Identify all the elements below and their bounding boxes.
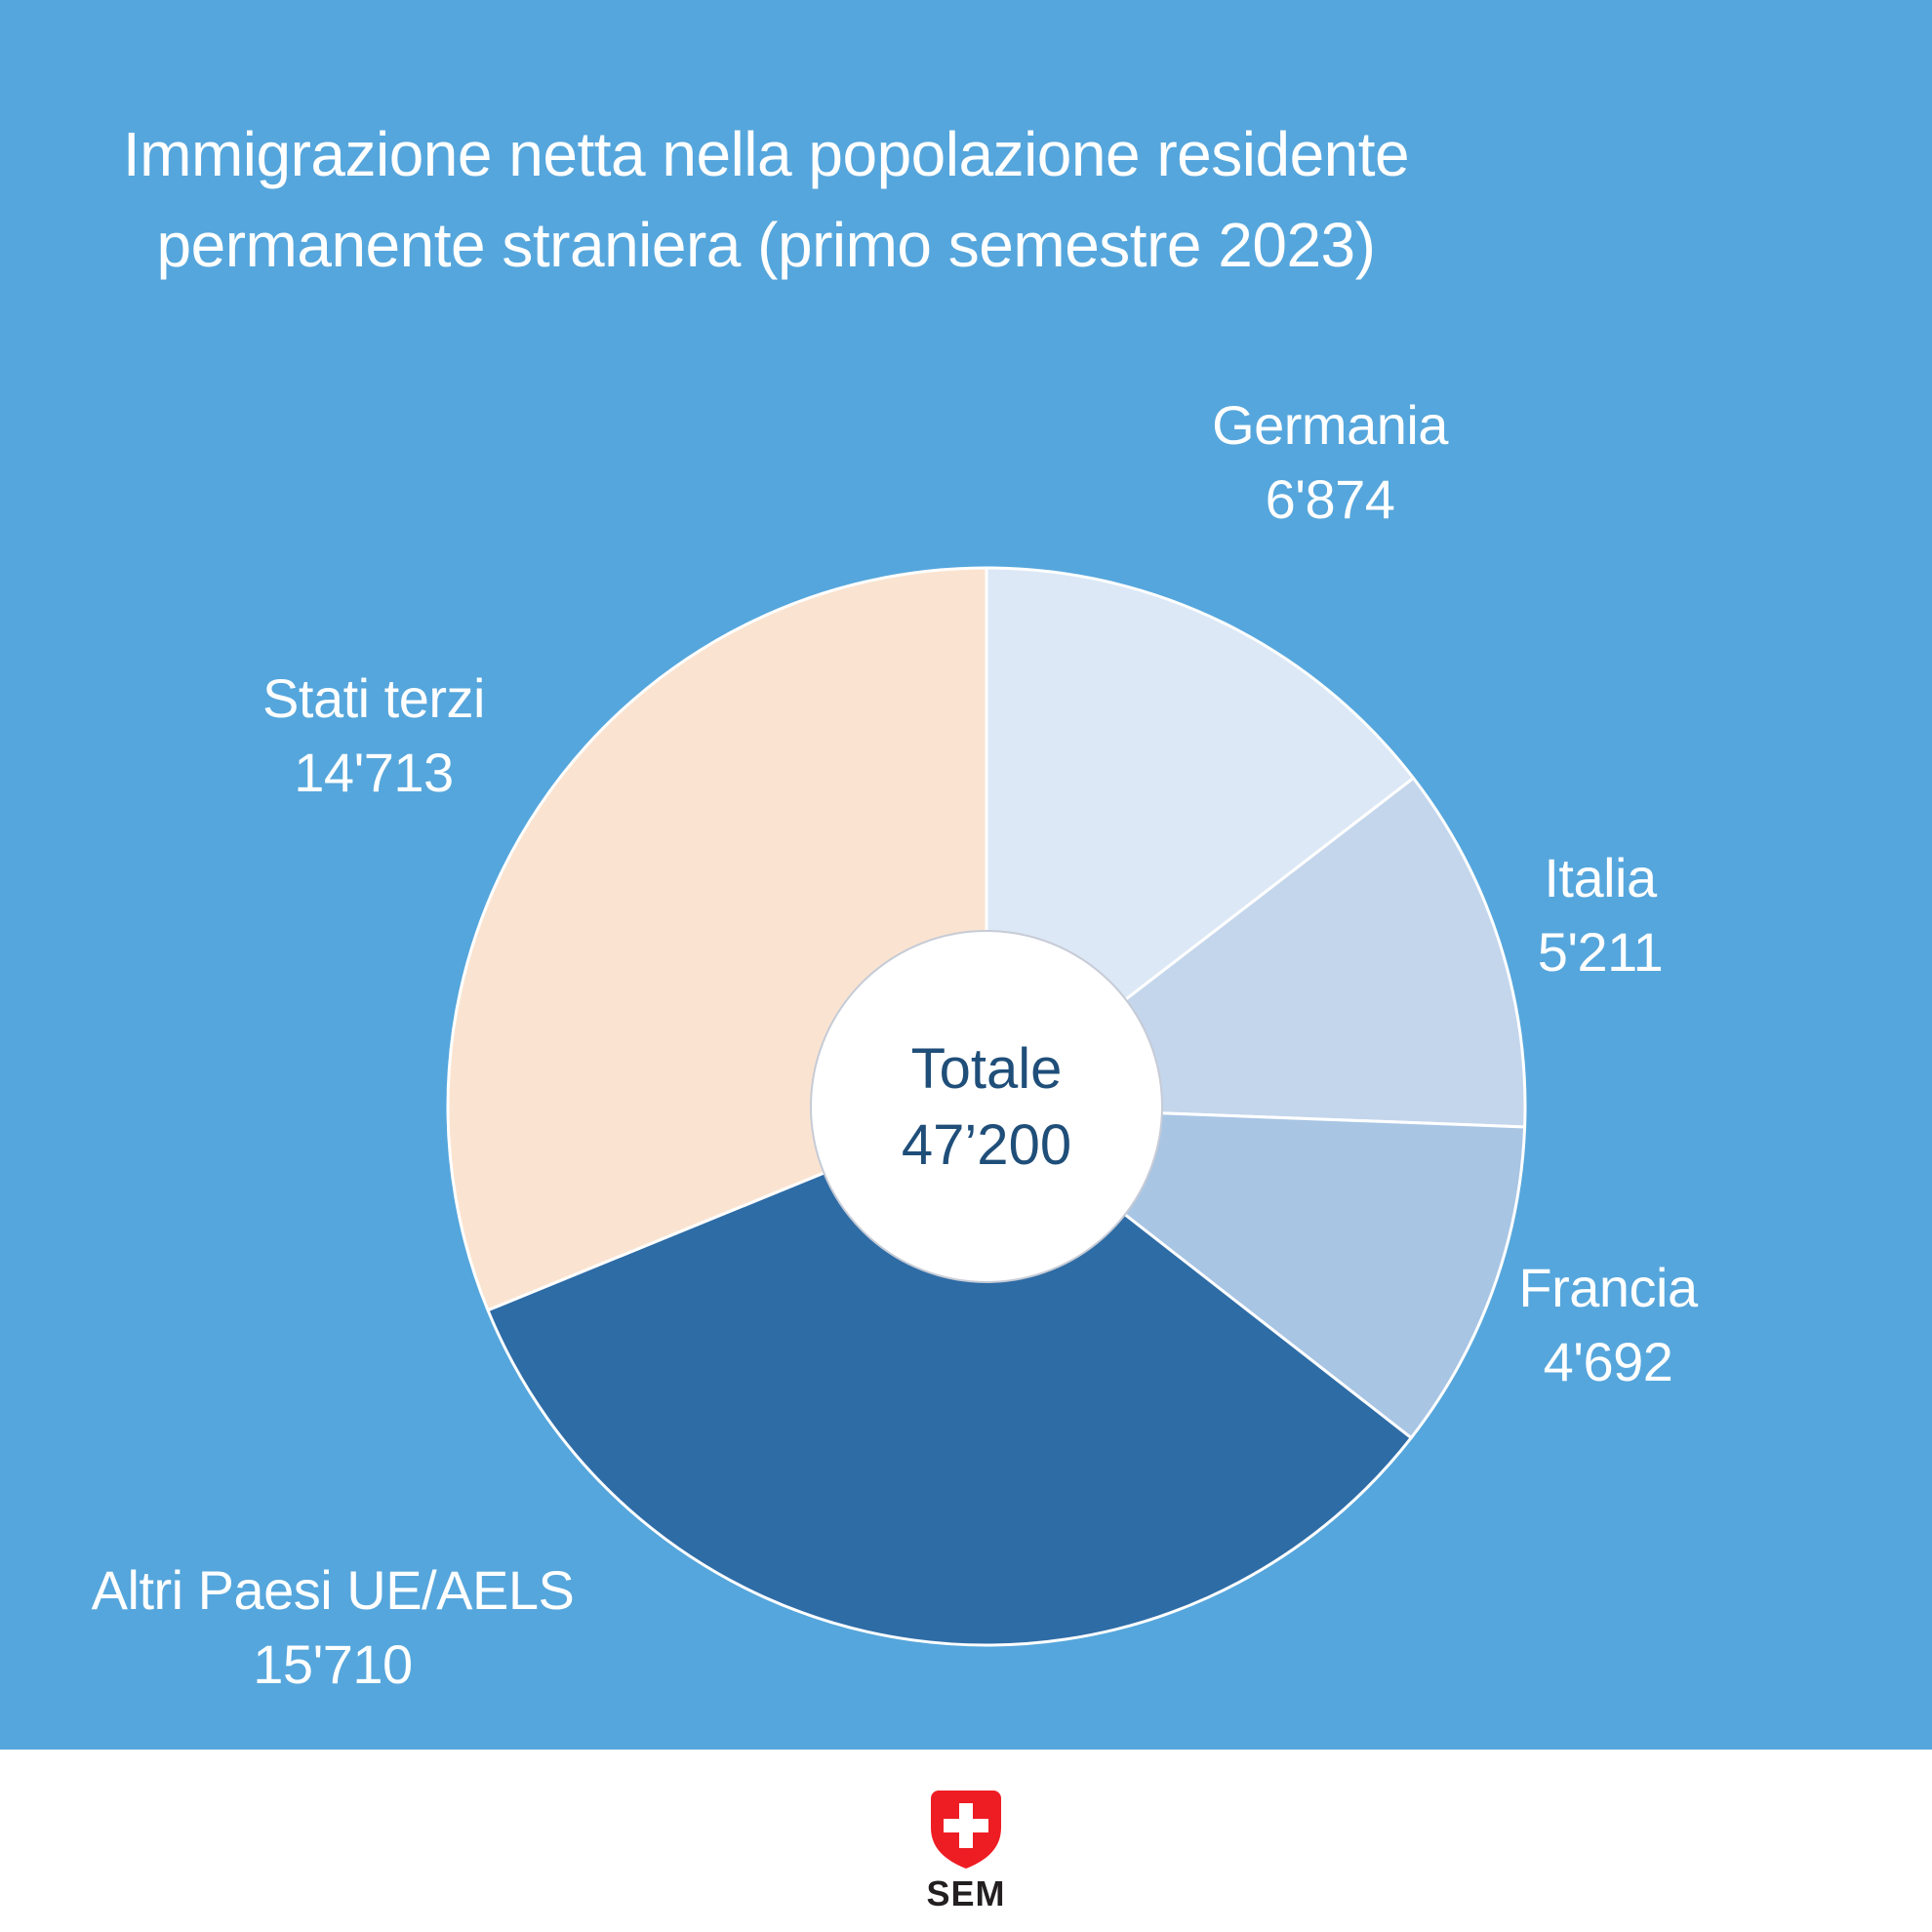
donut-hole [810, 930, 1163, 1283]
slice-label-italia-name: Italia [1544, 847, 1657, 908]
slice-label-germania-name: Germania [1212, 394, 1448, 456]
slice-label-stati-terzi-name: Stati terzi [262, 667, 485, 729]
slice-label-italia-value: 5'211 [1537, 920, 1664, 983]
slice-label-stati-terzi: Stati terzi 14'713 [262, 662, 485, 809]
swiss-shield-icon [931, 1791, 1001, 1869]
slice-label-altri-paesi-ue-aels: Altri Paesi UE/AELS 15'710 [92, 1553, 575, 1701]
slice-label-altri-paesi-ue-aels-name: Altri Paesi UE/AELS [91, 1559, 575, 1621]
slice-label-francia-name: Francia [1518, 1257, 1698, 1318]
chart-title-line-1: Immigrazione netta nella popolazione res… [122, 119, 1410, 189]
slice-label-francia-value: 4'692 [1543, 1330, 1673, 1392]
pie-slice-altri-paesi-ue-aels [486, 1105, 1413, 1647]
slice-label-germania-value: 6'874 [1265, 467, 1395, 530]
slice-label-germania: Germania 6'874 [1212, 388, 1448, 536]
footer-bar: SEM [0, 1750, 1932, 1932]
donut-chart [446, 566, 1527, 1647]
slice-label-stati-terzi-value: 14'713 [294, 741, 454, 803]
slice-label-altri-paesi-ue-aels-value: 15'710 [253, 1632, 413, 1695]
slice-label-francia: Francia 4'692 [1518, 1251, 1698, 1398]
sem-logo-text: SEM [926, 1873, 1006, 1913]
slice-label-italia: Italia 5'211 [1538, 841, 1664, 988]
chart-title-line-2: permanente straniera (primo semestre 202… [156, 209, 1376, 280]
chart-title: Immigrazione netta nella popolazione res… [0, 109, 1532, 291]
